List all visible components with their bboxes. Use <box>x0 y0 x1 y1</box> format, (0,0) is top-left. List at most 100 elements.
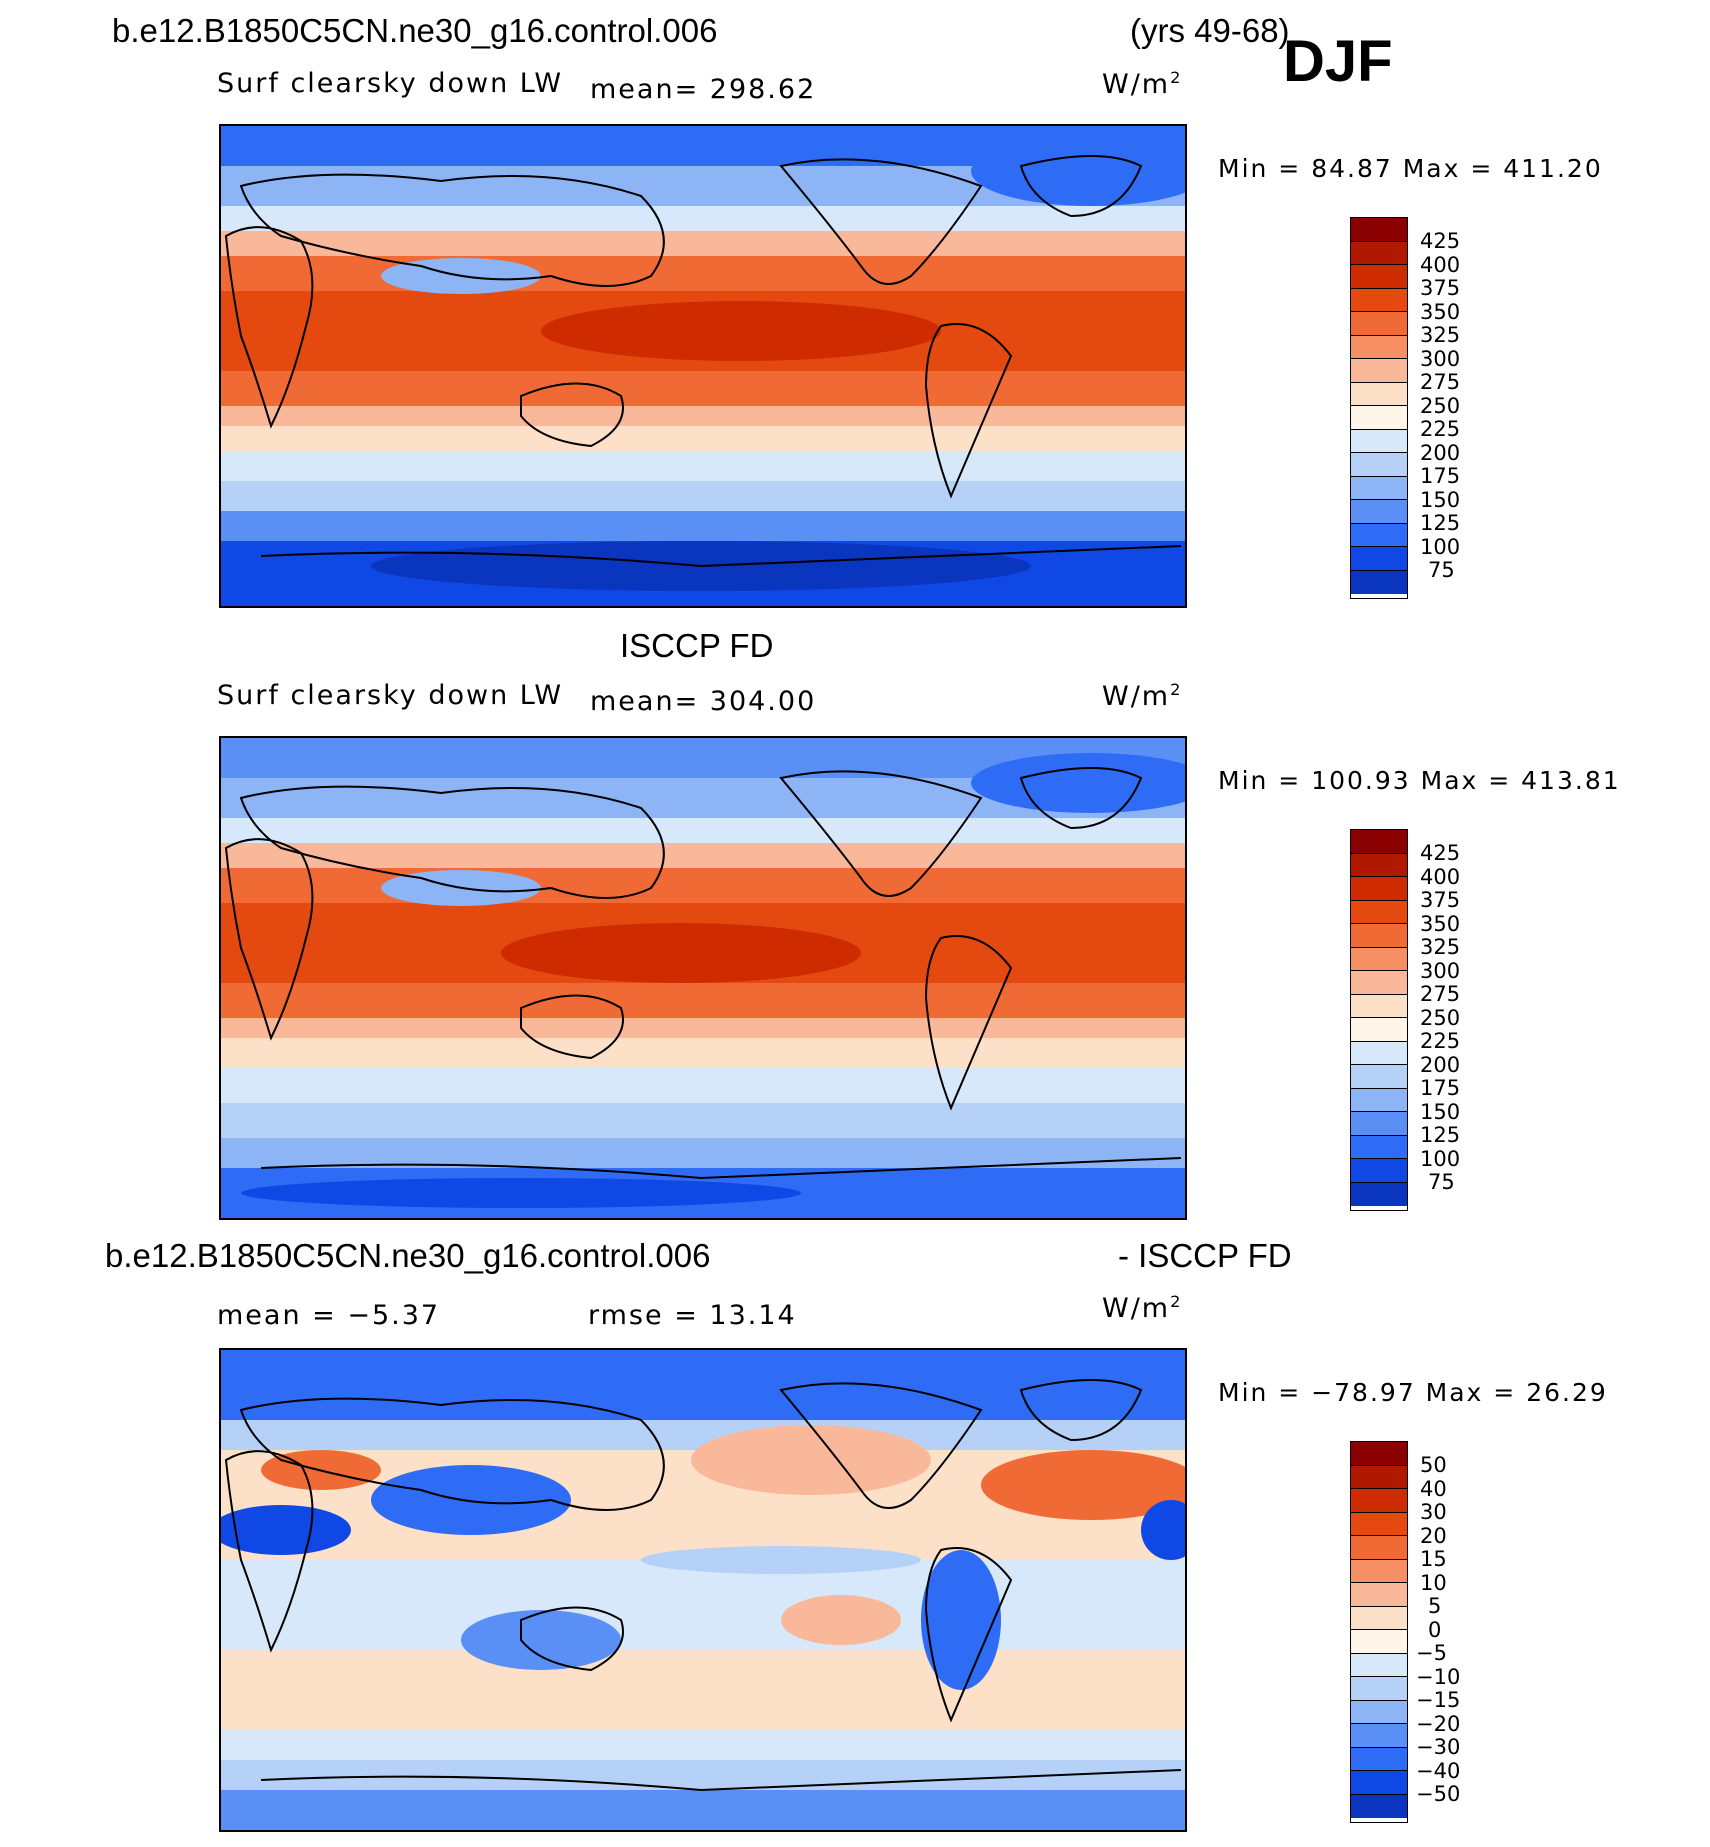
colorbar-swatch <box>1351 1630 1407 1654</box>
colorbar-tick: 100 <box>1420 1147 1461 1171</box>
colorbar-tick: 400 <box>1420 865 1461 889</box>
colorbar-swatch <box>1351 830 1407 854</box>
colorbar-tick: 250 <box>1420 394 1461 418</box>
colorbar-swatch <box>1351 1700 1407 1724</box>
colorbar-swatch <box>1351 1559 1407 1583</box>
colorbar-swatch <box>1351 1512 1407 1536</box>
panel2-map-svg <box>221 738 1185 1218</box>
panel3-units-label: W/m2 <box>1102 1292 1183 1324</box>
colorbar-swatch <box>1351 382 1407 406</box>
panel1-variable-label: Surf clearsky down LW <box>217 68 564 99</box>
colorbar-swatch <box>1351 994 1407 1018</box>
colorbar-swatch <box>1351 1606 1407 1630</box>
colorbar-tick: 175 <box>1420 1076 1461 1100</box>
panel2-map <box>219 736 1187 1220</box>
colorbar-tick: 10 <box>1420 1571 1447 1595</box>
panel2-mean-label: mean= 304.00 <box>590 686 817 717</box>
panel1-map <box>219 124 1187 608</box>
colorbar-swatch <box>1351 1135 1407 1159</box>
case-name-title: b.e12.B1850C5CN.ne30_g16.control.006 <box>112 12 718 49</box>
colorbar-tick: 275 <box>1420 370 1461 394</box>
panel2-variable-label: Surf clearsky down LW <box>217 680 564 711</box>
years-label: (yrs 49-68) <box>1130 12 1290 49</box>
colorbar-swatch <box>1351 924 1407 948</box>
panel3-minmax-label: Min = −78.97 Max = 26.29 <box>1218 1378 1608 1407</box>
colorbar-swatch <box>1351 1653 1407 1677</box>
colorbar-swatch <box>1351 218 1407 242</box>
colorbar-swatch <box>1351 1159 1407 1183</box>
colorbar-swatch <box>1351 476 1407 500</box>
colorbar-swatch <box>1351 500 1407 524</box>
colorbar-swatch <box>1351 947 1407 971</box>
colorbar-tick: 75 <box>1428 558 1455 582</box>
colorbar-swatch <box>1351 429 1407 453</box>
colorbar-swatch <box>1351 853 1407 877</box>
colorbar-swatch <box>1351 1724 1407 1748</box>
colorbar-swatch <box>1351 877 1407 901</box>
panel1-units-label: W/m2 <box>1102 68 1183 100</box>
panel3-title-right: - ISCCP FD <box>1118 1237 1292 1274</box>
colorbar-swatch <box>1351 547 1407 571</box>
colorbar-swatch <box>1351 1018 1407 1042</box>
colorbar-swatch <box>1351 900 1407 924</box>
colorbar-swatch <box>1351 1465 1407 1489</box>
colorbar-swatch <box>1351 1489 1407 1513</box>
panel1-map-svg <box>221 126 1185 606</box>
panel1-colorbar <box>1350 217 1408 599</box>
colorbar-tick: 20 <box>1420 1524 1447 1548</box>
panel3-colorbar <box>1350 1441 1408 1823</box>
colorbar-tick: 425 <box>1420 841 1461 865</box>
colorbar-swatch <box>1351 1536 1407 1560</box>
panel3-rmse-label: rmse = 13.14 <box>588 1300 797 1331</box>
colorbar-tick: −5 <box>1416 1641 1447 1665</box>
colorbar-swatch <box>1351 241 1407 265</box>
colorbar-tick: 30 <box>1420 1500 1447 1524</box>
panel3-map <box>219 1348 1187 1832</box>
colorbar-tick: 200 <box>1420 1053 1461 1077</box>
colorbar-swatch <box>1351 1065 1407 1089</box>
panel2-colorbar <box>1350 829 1408 1211</box>
colorbar-swatch <box>1351 1771 1407 1795</box>
colorbar-tick: 325 <box>1420 935 1461 959</box>
colorbar-swatch <box>1351 335 1407 359</box>
colorbar-swatch <box>1351 1442 1407 1466</box>
colorbar-tick: 300 <box>1420 347 1461 371</box>
colorbar-tick: 40 <box>1420 1477 1447 1501</box>
colorbar-swatch <box>1351 1747 1407 1771</box>
colorbar-swatch <box>1351 1794 1407 1818</box>
colorbar-tick: −50 <box>1416 1782 1461 1806</box>
colorbar-tick: 350 <box>1420 912 1461 936</box>
colorbar-swatch <box>1351 359 1407 383</box>
panel3-title-left: b.e12.B1850C5CN.ne30_g16.control.006 <box>105 1237 711 1274</box>
panel2-title: ISCCP FD <box>620 627 774 664</box>
colorbar-tick: 175 <box>1420 464 1461 488</box>
colorbar-tick: −30 <box>1416 1735 1461 1759</box>
colorbar-swatch <box>1351 406 1407 430</box>
colorbar-tick: 300 <box>1420 959 1461 983</box>
colorbar-tick: 425 <box>1420 229 1461 253</box>
colorbar-tick: 225 <box>1420 417 1461 441</box>
colorbar-tick: 225 <box>1420 1029 1461 1053</box>
colorbar-tick: 400 <box>1420 253 1461 277</box>
panel1-minmax-label: Min = 84.87 Max = 411.20 <box>1218 154 1603 183</box>
colorbar-swatch <box>1351 1088 1407 1112</box>
colorbar-swatch <box>1351 1041 1407 1065</box>
colorbar-tick: 0 <box>1428 1618 1442 1642</box>
colorbar-swatch <box>1351 288 1407 312</box>
panel1-mean-label: mean= 298.62 <box>590 74 817 105</box>
colorbar-tick: 325 <box>1420 323 1461 347</box>
season-label: DJF <box>1283 29 1393 94</box>
panel2-minmax-label: Min = 100.93 Max = 413.81 <box>1218 766 1621 795</box>
panel2-units-label: W/m2 <box>1102 680 1183 712</box>
colorbar-tick: 350 <box>1420 300 1461 324</box>
colorbar-tick: −15 <box>1416 1688 1461 1712</box>
colorbar-swatch <box>1351 265 1407 289</box>
colorbar-tick: 5 <box>1428 1594 1442 1618</box>
colorbar-swatch <box>1351 453 1407 477</box>
colorbar-tick: 75 <box>1428 1170 1455 1194</box>
colorbar-swatch <box>1351 1583 1407 1607</box>
colorbar-tick: 15 <box>1420 1547 1447 1571</box>
colorbar-tick: 375 <box>1420 888 1461 912</box>
colorbar-tick: 100 <box>1420 535 1461 559</box>
colorbar-tick: 50 <box>1420 1453 1447 1477</box>
